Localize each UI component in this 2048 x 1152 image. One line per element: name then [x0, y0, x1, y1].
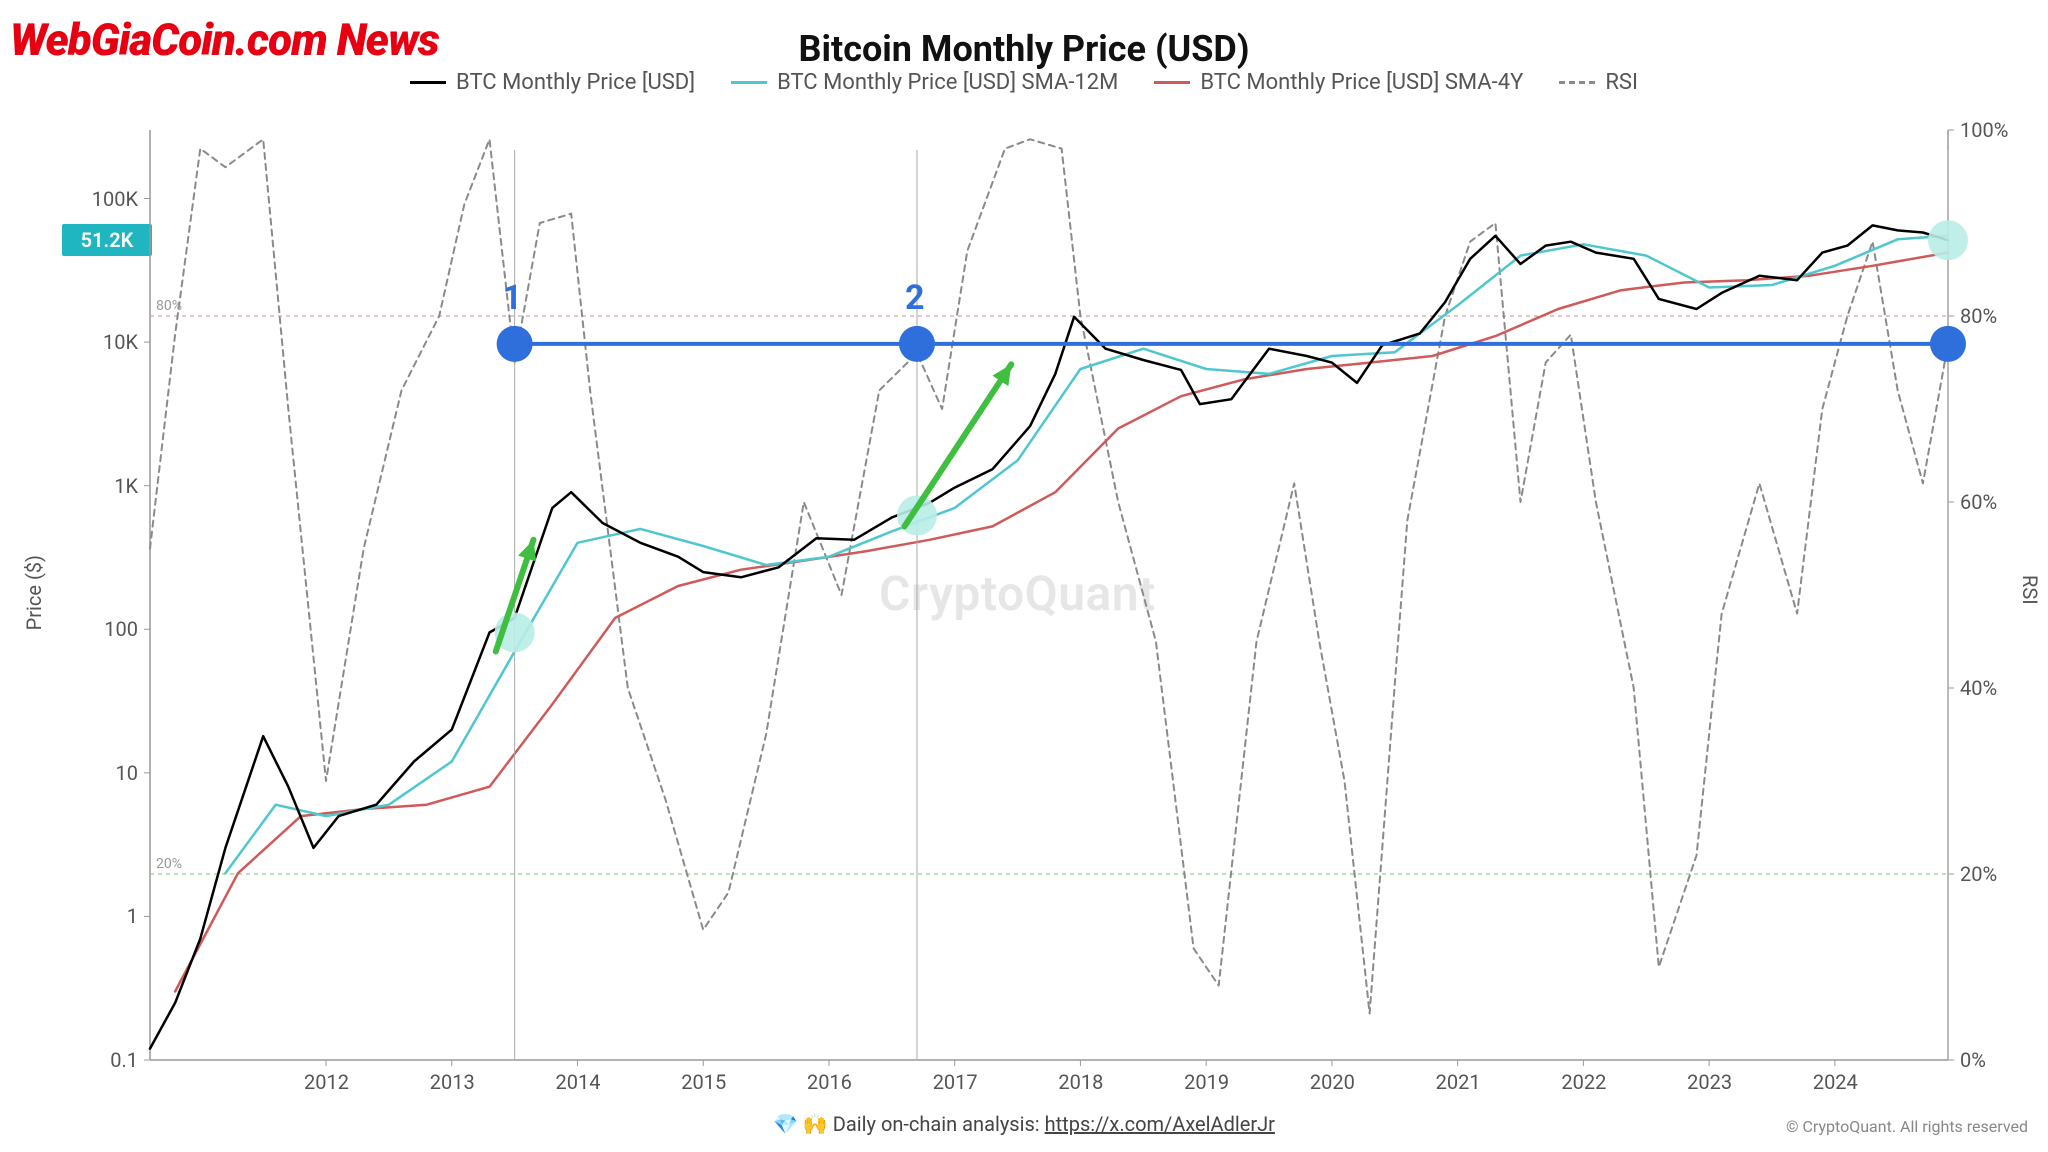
x-tick-label: 2023 — [1687, 1070, 1732, 1094]
y-left-tick-label: 10 — [116, 761, 138, 785]
rsi-ref-label: 20% — [156, 856, 182, 872]
y-right-tick-label: 80% — [1960, 304, 1997, 328]
footer-link-text: https://x.com/AxelAdlerJr — [1045, 1112, 1275, 1136]
x-tick-label: 2016 — [807, 1070, 852, 1094]
footer-credit-text: © CryptoQuant. All rights reserved — [1786, 1117, 2028, 1136]
y-right-tick-label: 60% — [1960, 490, 1997, 514]
y-left-tick-label: 1K — [114, 474, 138, 498]
x-tick-label: 2019 — [1184, 1070, 1229, 1094]
x-tick-label: 2022 — [1561, 1070, 1606, 1094]
y-left-tick-label: 100 — [104, 617, 138, 641]
y-right-tick-label: 100% — [1960, 118, 2008, 142]
y-left-tick-label: 0.1 — [110, 1048, 138, 1072]
x-tick-label: 2020 — [1310, 1070, 1355, 1094]
footer-caption-prefix: 💎 🙌 Daily on-chain analysis: — [773, 1112, 1045, 1136]
annotation-number: 1 — [503, 278, 523, 318]
x-tick-label: 2024 — [1813, 1070, 1858, 1094]
rsi-ref-label: 80% — [156, 298, 182, 314]
y-left-tick-label: 1 — [127, 904, 138, 928]
footer-caption: 💎 🙌 Daily on-chain analysis: https://x.c… — [0, 1112, 2048, 1136]
y-right-tick-label: 0% — [1960, 1048, 1986, 1072]
x-tick-label: 2013 — [430, 1070, 475, 1094]
x-tick-label: 2018 — [1058, 1070, 1103, 1094]
x-tick-label: 2014 — [555, 1070, 600, 1094]
annotation-number: 2 — [905, 278, 925, 318]
footer-credit: © CryptoQuant. All rights reserved — [1786, 1117, 2028, 1136]
x-tick-label: 2015 — [681, 1070, 726, 1094]
x-tick-label: 2012 — [304, 1070, 349, 1094]
chart-plot — [0, 0, 2048, 1152]
y-right-tick-label: 20% — [1960, 862, 1997, 886]
y-left-tick-label: 100K — [92, 187, 138, 211]
x-tick-label: 2021 — [1436, 1070, 1481, 1094]
footer-link[interactable]: https://x.com/AxelAdlerJr — [1045, 1112, 1275, 1136]
x-tick-label: 2017 — [933, 1070, 978, 1094]
y-left-tick-label: 10K — [103, 330, 138, 354]
y-right-tick-label: 40% — [1960, 676, 1997, 700]
